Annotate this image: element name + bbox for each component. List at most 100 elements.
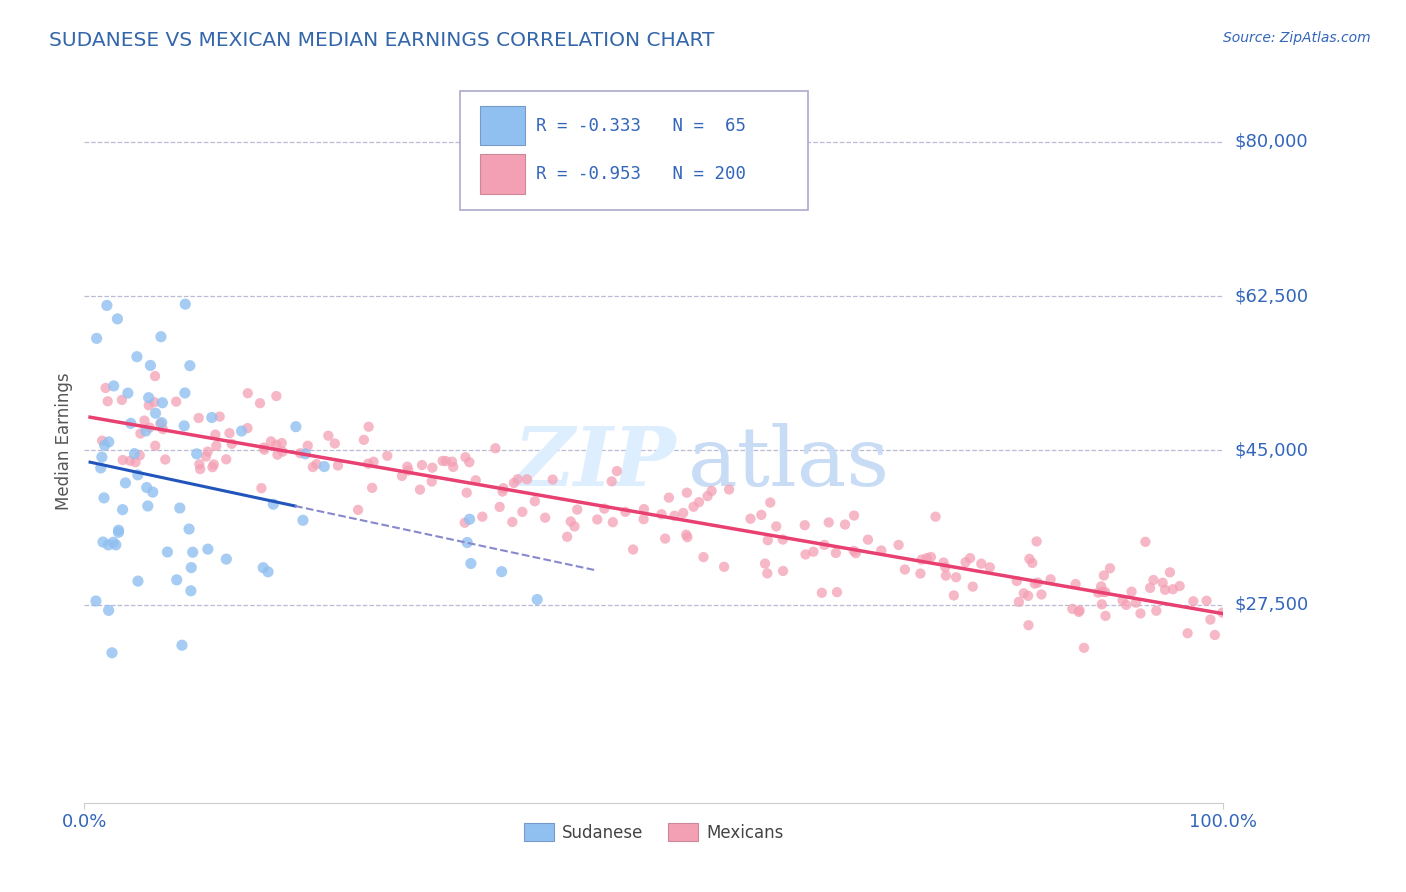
- Point: [464, 473, 486, 487]
- Point: [602, 515, 624, 529]
- Point: [614, 505, 637, 519]
- Point: [1139, 581, 1161, 595]
- Point: [169, 501, 191, 516]
- Point: [713, 559, 735, 574]
- Point: [181, 545, 204, 559]
- Point: [740, 512, 762, 526]
- Point: [149, 417, 172, 431]
- Point: [252, 560, 274, 574]
- Point: [101, 646, 124, 660]
- Point: [129, 426, 152, 441]
- Point: [253, 442, 276, 457]
- Point: [314, 459, 336, 474]
- Point: [284, 419, 307, 434]
- Point: [1062, 602, 1084, 616]
- Point: [658, 491, 681, 505]
- Point: [107, 312, 129, 326]
- Point: [924, 509, 946, 524]
- Point: [93, 438, 115, 452]
- Point: [114, 475, 136, 490]
- Point: [107, 523, 129, 537]
- Point: [291, 513, 314, 527]
- Point: [458, 455, 481, 469]
- Point: [432, 454, 454, 468]
- Point: [124, 455, 146, 469]
- Point: [1161, 582, 1184, 597]
- Point: [90, 450, 112, 464]
- Point: [672, 506, 695, 520]
- Point: [1021, 556, 1043, 570]
- Point: [1142, 573, 1164, 587]
- Point: [1159, 566, 1181, 580]
- Point: [503, 475, 526, 490]
- Point: [236, 421, 259, 435]
- Point: [1204, 628, 1226, 642]
- Point: [135, 481, 157, 495]
- Point: [1195, 593, 1218, 607]
- Point: [586, 512, 609, 526]
- Point: [756, 533, 779, 548]
- Point: [633, 502, 655, 516]
- Point: [143, 395, 166, 409]
- Point: [361, 481, 384, 495]
- Point: [434, 454, 457, 468]
- Point: [1064, 577, 1087, 591]
- Point: [1121, 584, 1143, 599]
- Point: [1144, 604, 1167, 618]
- Point: [143, 369, 166, 384]
- Point: [526, 592, 548, 607]
- Point: [1025, 534, 1047, 549]
- Point: [934, 560, 956, 574]
- Point: [249, 396, 271, 410]
- Text: ZIP: ZIP: [515, 423, 676, 503]
- Point: [1090, 579, 1112, 593]
- Point: [357, 457, 380, 471]
- Point: [149, 329, 172, 343]
- Point: [250, 481, 273, 495]
- Point: [458, 512, 481, 526]
- Point: [142, 485, 165, 500]
- Point: [138, 398, 160, 412]
- Point: [396, 463, 419, 477]
- Point: [97, 394, 120, 409]
- Point: [1168, 579, 1191, 593]
- Point: [353, 433, 375, 447]
- Point: [188, 462, 211, 476]
- Point: [955, 555, 977, 569]
- Point: [842, 508, 865, 523]
- Point: [266, 448, 288, 462]
- FancyBboxPatch shape: [479, 105, 524, 145]
- Point: [138, 420, 160, 434]
- Text: Source: ZipAtlas.com: Source: ZipAtlas.com: [1223, 31, 1371, 45]
- Point: [491, 565, 513, 579]
- Point: [301, 460, 323, 475]
- Point: [127, 467, 149, 482]
- Point: [813, 538, 835, 552]
- Point: [718, 483, 741, 497]
- Point: [186, 447, 208, 461]
- Point: [1111, 593, 1133, 607]
- Point: [512, 505, 534, 519]
- Point: [793, 518, 815, 533]
- Point: [264, 438, 287, 452]
- Point: [794, 548, 817, 562]
- Point: [894, 562, 917, 576]
- Point: [117, 386, 139, 401]
- Point: [205, 439, 228, 453]
- Point: [127, 574, 149, 588]
- Point: [1098, 561, 1121, 575]
- Point: [326, 458, 349, 473]
- Point: [150, 396, 173, 410]
- Point: [688, 495, 710, 509]
- Point: [1067, 605, 1090, 619]
- Point: [654, 532, 676, 546]
- Point: [204, 427, 226, 442]
- Point: [305, 457, 328, 471]
- Point: [759, 495, 782, 509]
- Point: [567, 502, 589, 516]
- Point: [103, 379, 125, 393]
- Point: [195, 450, 218, 464]
- Point: [676, 530, 699, 544]
- Point: [120, 454, 142, 468]
- Point: [501, 515, 523, 529]
